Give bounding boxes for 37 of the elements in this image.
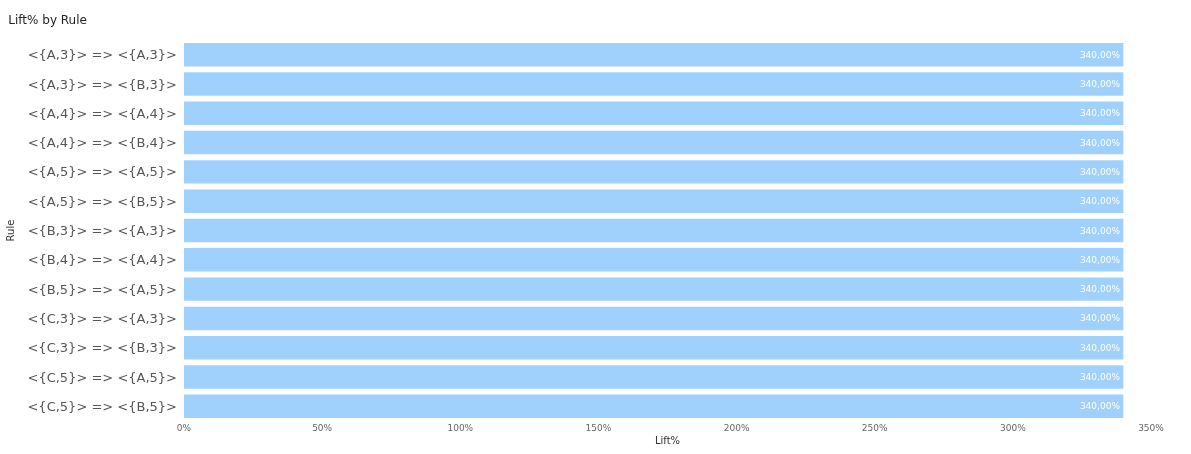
data-label: 340,00% bbox=[1079, 166, 1121, 177]
y-tick-label: <{B,3}> => <{A,3}> bbox=[27, 223, 177, 239]
data-label: 340,00% bbox=[1079, 342, 1121, 353]
y-tick-label: <{B,4}> => <{A,4}> bbox=[27, 252, 177, 268]
data-label: 340,00% bbox=[1079, 372, 1121, 383]
data-label: 340,00% bbox=[1079, 254, 1121, 265]
x-tick-label: 150% bbox=[585, 423, 612, 433]
y-tick-label: <{A,4}> => <{B,4}> bbox=[27, 135, 177, 151]
data-label: 340,00% bbox=[1079, 137, 1121, 148]
y-tick-label: <{A,5}> => <{A,5}> bbox=[27, 164, 177, 180]
y-tick-label: <{A,4}> => <{A,4}> bbox=[27, 105, 177, 121]
data-label: 340,00% bbox=[1079, 78, 1121, 89]
y-tick-label: <{A,3}> => <{B,3}> bbox=[27, 76, 177, 92]
x-tick-label: 50% bbox=[312, 423, 333, 433]
x-tick-label: 300% bbox=[999, 423, 1027, 433]
data-label: 340,00% bbox=[1079, 284, 1121, 295]
x-tick-label: 350% bbox=[1138, 423, 1165, 433]
y-tick-label: <{C,3}> => <{A,3}> bbox=[27, 310, 177, 326]
x-tick-label: 250% bbox=[861, 423, 889, 433]
y-tick-label: <{B,5}> => <{A,5}> bbox=[27, 281, 177, 297]
data-label: 340,00% bbox=[1079, 196, 1121, 207]
data-label: 340,00% bbox=[1079, 401, 1121, 412]
y-tick-label: <{A,5}> => <{B,5}> bbox=[27, 193, 177, 209]
data-label: 340,00% bbox=[1079, 313, 1121, 324]
data-label: 340,00% bbox=[1079, 108, 1121, 119]
y-tick-label: <{C,5}> => <{A,5}> bbox=[27, 369, 177, 385]
x-axis-title: Lift% bbox=[654, 434, 681, 446]
y-tick-label: <{A,3}> => <{A,3}> bbox=[27, 47, 177, 63]
x-tick-label: 100% bbox=[447, 423, 474, 433]
x-tick-label: 200% bbox=[723, 423, 750, 433]
data-label: 340,00% bbox=[1079, 49, 1121, 60]
data-label: 340,00% bbox=[1079, 225, 1121, 236]
y-axis-title: Rule bbox=[5, 219, 17, 242]
y-tick-label: <{C,3}> => <{B,3}> bbox=[27, 340, 177, 356]
text: Lift% by Rule bbox=[8, 13, 87, 28]
y-tick-label: <{C,5}> => <{B,5}> bbox=[27, 398, 177, 414]
x-tick-label: 0% bbox=[176, 423, 192, 433]
